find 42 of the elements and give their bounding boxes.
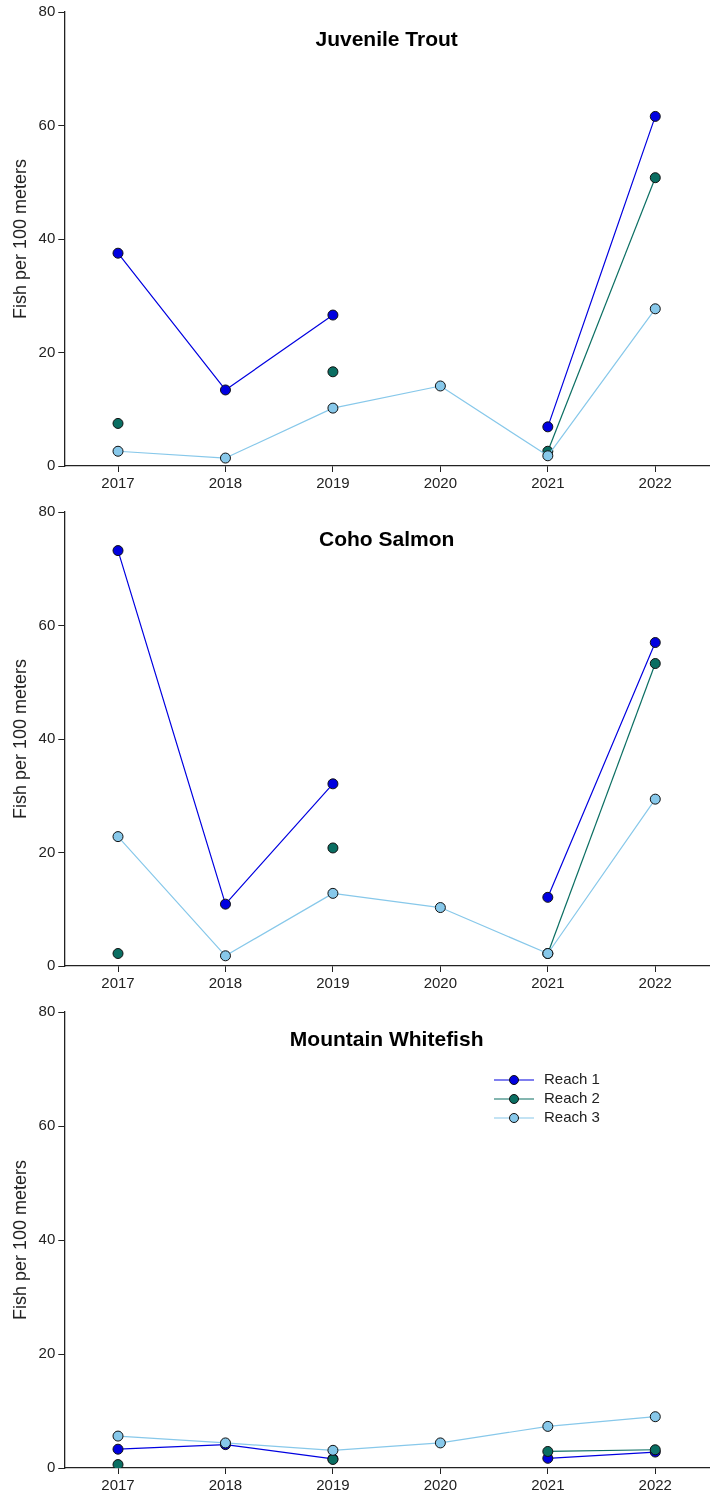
x-tick-label: 2018 [208,474,243,492]
y-tick-label: 0 [46,1458,56,1476]
y-axis-title: Fish per 100 meters [9,658,30,820]
x-tick-label: 2022 [638,974,672,992]
x-tick-label: 2021 [531,974,565,992]
x-tick-label: 2020 [423,974,458,992]
x-tick-label: 2021 [531,1476,565,1494]
y-axis-title: Fish per 100 meters [9,1159,30,1321]
legend-label: Reach 1 [544,1070,600,1088]
x-tick-label: 2020 [423,1476,458,1494]
y-tick-label: 0 [46,956,56,974]
y-tick-label: 20 [38,842,56,860]
y-tick-label: 20 [38,342,56,360]
x-tick-label: 2022 [638,1476,672,1494]
y-tick-label: 20 [38,1344,56,1362]
text: Juvenile Trout [315,26,458,50]
x-tick-label: 2018 [208,1476,243,1494]
x-tick-label: 2018 [208,974,243,992]
y-axis-title: Fish per 100 meters [9,158,30,320]
x-tick-label: 2017 [101,474,135,492]
y-tick-label: 80 [38,1002,56,1020]
y-tick-label: 40 [38,229,56,247]
legend-label: Reach 3 [544,1108,600,1126]
x-tick-label: 2017 [101,974,135,992]
y-tick-label: 40 [38,729,56,747]
y-tick-label: 60 [38,615,56,633]
x-tick-label: 2022 [638,474,672,492]
y-tick-label: 40 [38,1230,56,1248]
x-tick-label: 2020 [423,474,458,492]
legend-label: Reach 2 [544,1089,600,1107]
text: Coho Salmon [318,526,455,550]
x-tick-label: 2019 [316,474,350,492]
text: Mountain Whitefish [289,1026,484,1050]
x-tick-label: 2017 [101,1476,135,1494]
x-tick-label: 2019 [316,974,350,992]
x-tick-label: 2021 [531,474,565,492]
x-tick-label: 2019 [316,1476,350,1494]
y-tick-label: 60 [38,1116,56,1134]
y-tick-label: 80 [38,2,56,20]
y-tick-label: 80 [38,502,56,520]
y-tick-label: 60 [38,115,56,133]
y-tick-label: 0 [46,456,56,474]
